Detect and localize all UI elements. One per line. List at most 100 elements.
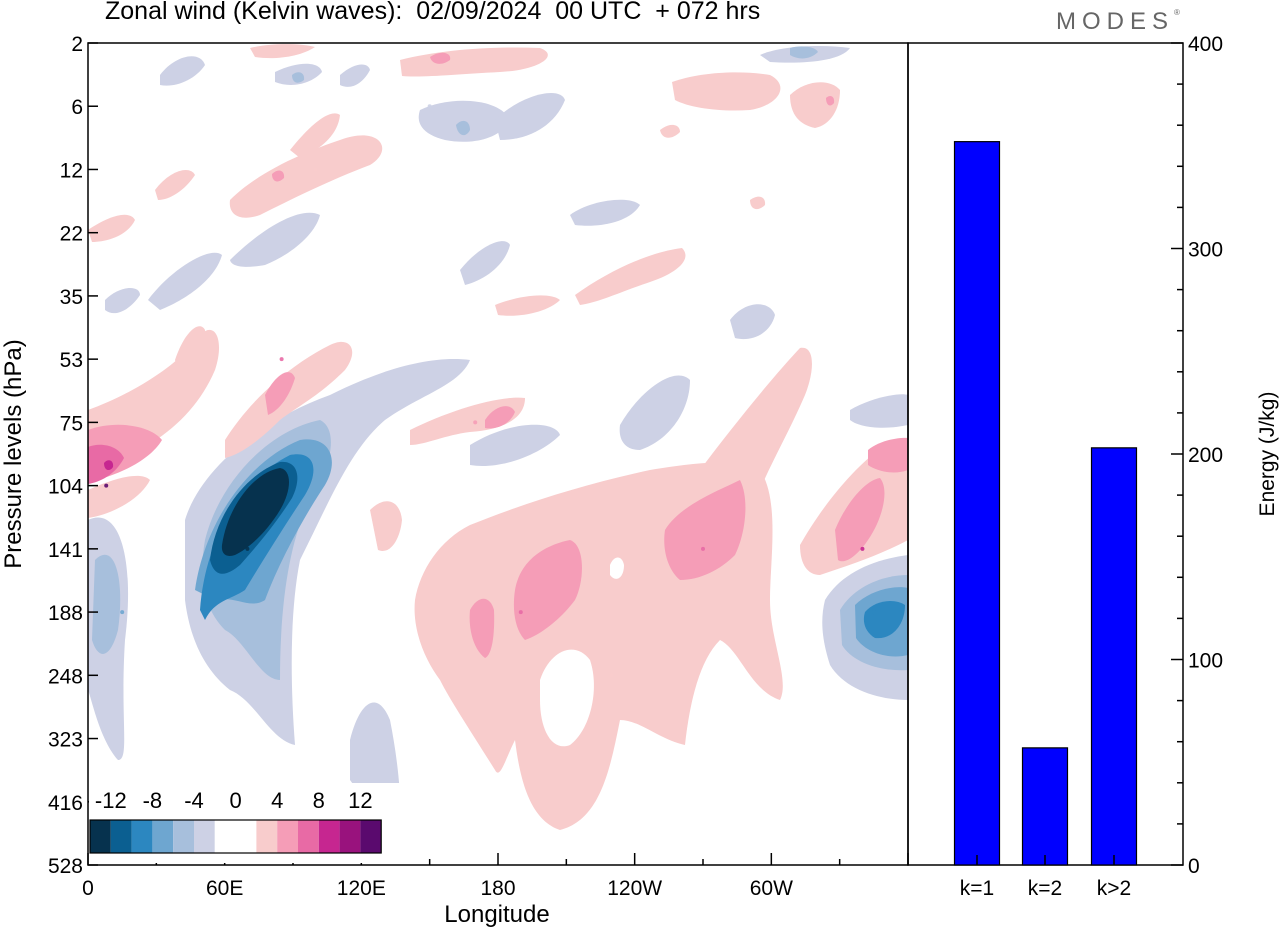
energy-tick-label: 400 <box>1188 33 1223 56</box>
colorbar-label: -12 <box>95 788 127 813</box>
colorbar-label: 0 <box>229 788 241 813</box>
wind-contour-region <box>495 92 565 140</box>
wind-contour-region <box>660 124 680 138</box>
wind-contour-region <box>513 540 582 640</box>
pressure-axis: 2 6 12 22 35 53 75 104 141 188 248 323 416 528 <box>48 33 98 878</box>
longitude-axis: 0 60E 120E 180 120W 60W <box>82 853 909 900</box>
wind-feature-point <box>871 610 876 615</box>
wind-contour-region <box>88 475 150 518</box>
x-axis-label: Longitude <box>444 901 549 928</box>
colorbar-swatch <box>256 820 278 853</box>
colorbar: -12 -8 -4 0 4 8 12 <box>89 783 409 863</box>
pressure-tick-label: 6 <box>71 96 83 119</box>
wind-contour-region <box>229 135 383 218</box>
wind-contour-region <box>664 480 746 580</box>
pressure-tick-label: 35 <box>60 286 83 309</box>
colorbar-label: -8 <box>143 788 163 813</box>
wind-contour-region <box>750 196 766 210</box>
wind-contour-region <box>175 326 205 378</box>
energy-frame <box>907 42 1184 866</box>
wind-contour-region <box>292 72 305 83</box>
wind-feature-point <box>313 167 318 172</box>
colorbar-swatch <box>152 820 174 853</box>
wind-contour-region <box>290 113 340 158</box>
energy-bar <box>953 141 1001 866</box>
wind-feature-point <box>701 546 705 551</box>
pressure-tick-label: 104 <box>48 476 83 499</box>
brand-text: MODES <box>1056 8 1175 35</box>
wind-feature-point <box>860 546 865 551</box>
colorbar-swatch <box>90 820 111 853</box>
colorbar-swatch <box>277 820 298 853</box>
colorbar-swatch <box>131 820 153 853</box>
longitude-tick-label: 60E <box>206 877 243 900</box>
wind-contour-region <box>619 375 690 450</box>
colorbar-swatch <box>214 820 236 853</box>
longitude-tick-label: 0 <box>82 877 94 900</box>
energy-axis: 0 100 200 300 400 <box>1171 33 1223 878</box>
wind-contour-region <box>104 460 114 471</box>
wind-contour-region <box>105 288 140 314</box>
chart-title: Zonal wind (Kelvin waves): 02/09/2024 00… <box>105 0 761 25</box>
colorbar-swatch <box>194 820 215 853</box>
wind-contour-region <box>790 46 818 59</box>
wind-feature-point <box>245 546 250 551</box>
wind-contour-region <box>148 252 222 310</box>
energy-bar <box>1021 747 1069 866</box>
wind-feature-point <box>120 610 125 615</box>
wind-contour-region <box>155 170 195 200</box>
colorbar-label: 8 <box>313 788 325 813</box>
energy-tick-label: 0 <box>1188 855 1200 878</box>
wind-contour-region <box>92 554 121 654</box>
brand-logo: MODES® <box>1056 8 1180 35</box>
pressure-tick-label: 22 <box>60 223 83 246</box>
wind-feature-point <box>279 357 284 362</box>
wind-field <box>88 44 908 850</box>
wind-contour-region <box>540 649 594 747</box>
colorbar-label: 12 <box>348 788 372 813</box>
wind-feature-point <box>104 483 109 488</box>
pressure-tick-label: 75 <box>60 412 83 435</box>
energy-tick-label: 300 <box>1188 239 1223 262</box>
colorbar-swatch <box>318 820 340 853</box>
energy-tick-label: 200 <box>1188 444 1223 467</box>
wind-contour-region <box>610 557 624 579</box>
category-label: k>2 <box>1097 877 1131 900</box>
energy-tick-label: 100 <box>1188 650 1223 673</box>
wind-contour-region <box>400 47 548 77</box>
wind-contour-region <box>265 372 295 415</box>
wind-contour-region <box>826 95 835 106</box>
category-label: k=2 <box>1028 877 1062 900</box>
colorbar-swatch <box>339 820 361 853</box>
wind-contour-region <box>495 295 560 316</box>
colorbar-label: 4 <box>271 788 283 813</box>
wind-contour-region <box>221 468 289 556</box>
wind-contour-region <box>230 212 320 267</box>
wind-feature-point <box>473 420 478 425</box>
longitude-tick-label: 120E <box>337 877 386 900</box>
pressure-tick-label: 248 <box>48 665 83 688</box>
pressure-tick-label: 188 <box>48 602 83 625</box>
colorbar-swatch <box>235 820 257 853</box>
pressure-tick-label: 12 <box>60 159 83 182</box>
wind-contour-region <box>485 406 515 429</box>
pressure-tick-label: 416 <box>48 792 83 815</box>
wind-contour-region <box>250 44 315 59</box>
wind-contour-region <box>570 199 640 226</box>
wind-contour-region <box>160 56 205 86</box>
wind-contour-region <box>790 82 840 128</box>
y-axis-label: Pressure levels (hPa) <box>0 339 27 568</box>
wind-contour-region <box>575 248 686 305</box>
colorbar-swatch <box>173 820 194 853</box>
wind-contour-region <box>460 241 510 285</box>
energy-bars: k=1 k=2 k>2 <box>953 141 1138 900</box>
longitude-tick-label: 60W <box>750 877 793 900</box>
pressure-tick-label: 528 <box>48 855 83 878</box>
colorbar-swatch <box>110 820 132 853</box>
wind-contour-region <box>730 304 775 340</box>
category-label: k=1 <box>960 877 994 900</box>
pressure-tick-label: 323 <box>48 729 83 752</box>
wind-contour-region <box>225 341 353 458</box>
